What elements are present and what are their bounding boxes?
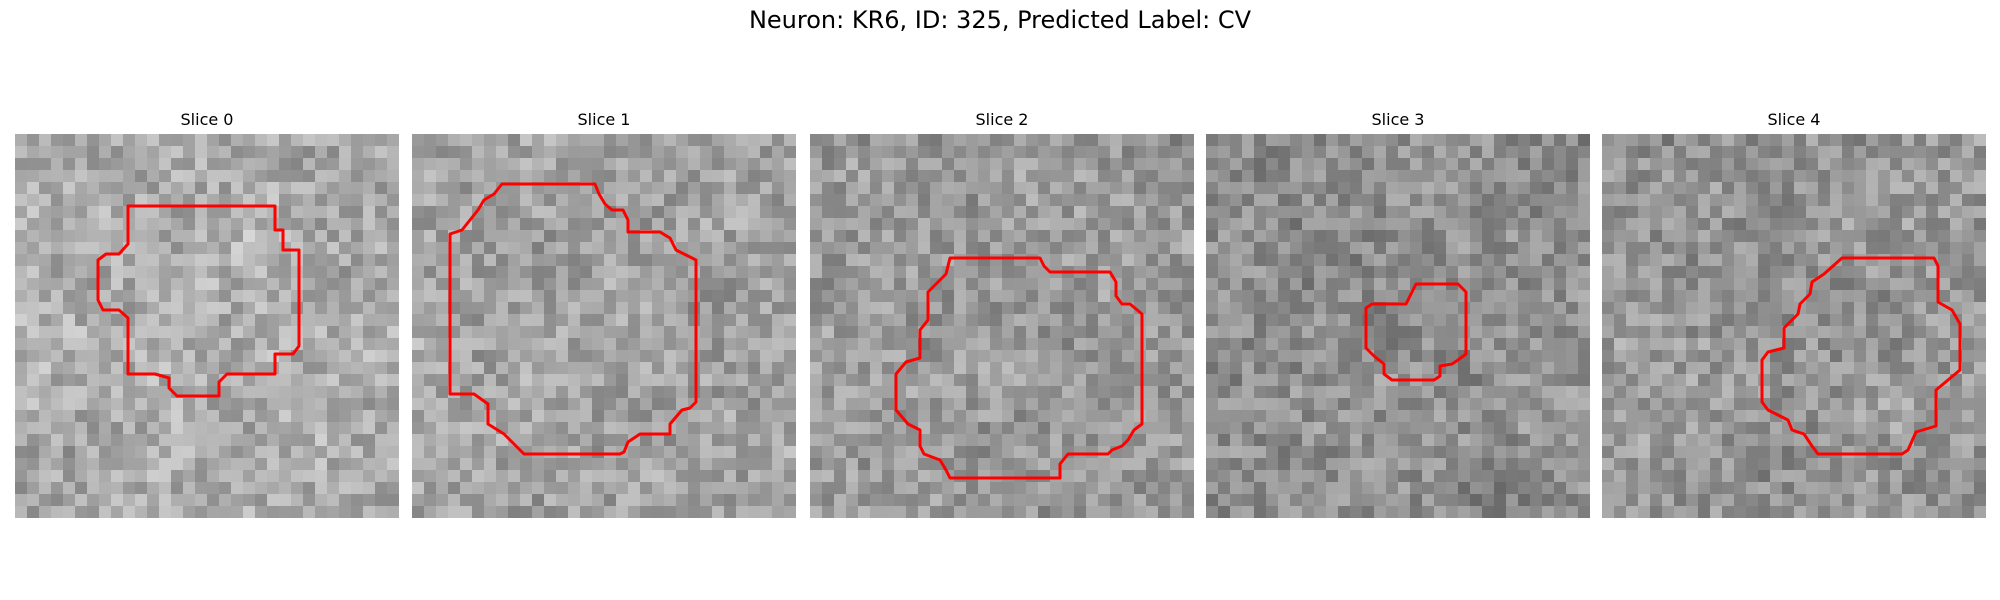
slice-image	[412, 134, 796, 518]
segmentation-outline	[1760, 256, 1962, 456]
slice-panel-2: Slice 2	[810, 108, 1194, 518]
micrograph-slice	[1602, 134, 1986, 518]
segmentation-outline	[448, 182, 698, 456]
micrograph-slice	[15, 134, 399, 518]
slice-image	[1602, 134, 1986, 518]
slice-title: Slice 2	[975, 110, 1029, 129]
micrograph-slice	[1206, 134, 1590, 518]
figure-title: Neuron: KR6, ID: 325, Predicted Label: C…	[748, 6, 1252, 34]
slice-panel-3: Slice 3	[1206, 108, 1590, 518]
slice-title: Slice 1	[577, 110, 631, 129]
slice-panel-1: Slice 1	[412, 108, 796, 518]
slice-image	[810, 134, 1194, 518]
slice-title: Slice 0	[180, 110, 234, 129]
slice-title: Slice 4	[1767, 110, 1821, 129]
slice-panel-4: Slice 4	[1602, 108, 1986, 518]
micrograph-slice	[810, 134, 1194, 518]
slice-image	[15, 134, 399, 518]
slice-title: Slice 3	[1371, 110, 1425, 129]
slice-panel-0: Slice 0	[15, 108, 399, 518]
slice-image	[1206, 134, 1590, 518]
segmentation-outline	[1364, 282, 1468, 382]
segmentation-outline	[894, 256, 1144, 480]
segmentation-outline	[96, 204, 301, 398]
